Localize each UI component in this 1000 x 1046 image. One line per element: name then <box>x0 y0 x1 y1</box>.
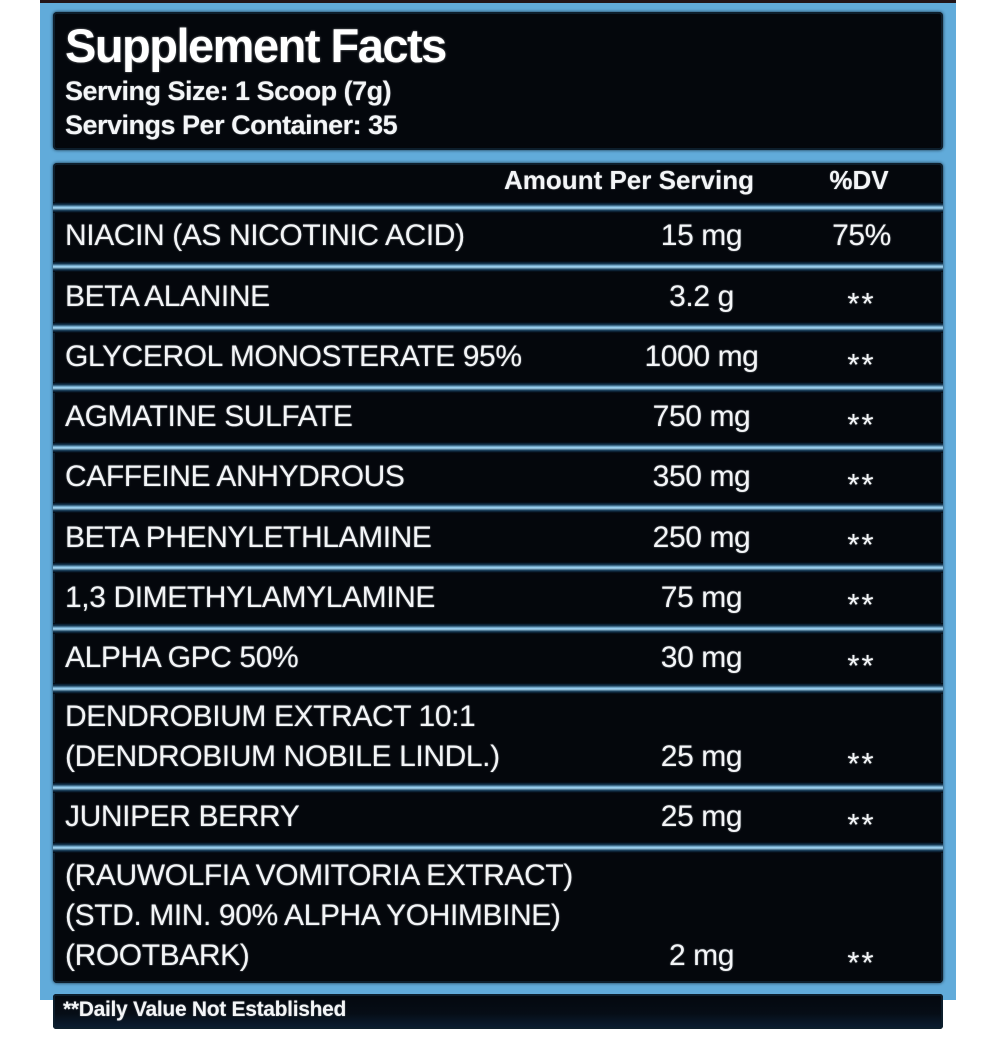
ingredient-name: (RAUWOLFIA VOMITORIA EXTRACT) (STD. MIN. … <box>65 858 573 972</box>
ingredient-rows: NIACIN (AS NICOTINIC ACID) 15 mg 75% BET… <box>53 202 943 980</box>
ingredient-dv: ** <box>847 406 876 442</box>
ingredient-amount: 75 mg <box>660 580 743 614</box>
row-separator <box>53 261 943 273</box>
ingredient-dv: ** <box>847 286 876 322</box>
ingredient-amount: 750 mg <box>652 400 751 434</box>
footnote-bar: **Daily Value Not Established <box>53 993 943 1029</box>
ingredient-dv: ** <box>847 527 876 563</box>
dv-column-header: %DV <box>829 165 889 196</box>
row-separator <box>53 321 943 333</box>
row-separator <box>53 202 943 214</box>
table-row: CAFFEINE ANHYDROUS 350 mg ** <box>53 453 943 502</box>
table-row: DENDROBIUM EXTRACT 10:1 (DENDROBIUM NOBIL… <box>53 694 943 782</box>
ingredient-amount: 30 mg <box>660 640 743 674</box>
ingredient-amount: 25 mg <box>660 799 743 833</box>
ingredient-name: 1,3 DIMETHYLAMYLAMINE <box>65 580 436 614</box>
table-row: NIACIN (AS NICOTINIC ACID) 15 mg 75% <box>53 213 943 261</box>
ingredients-table: Amount Per Serving %DV NIACIN (AS NICOTI… <box>53 163 943 983</box>
ingredient-dv: ** <box>847 346 876 382</box>
ingredient-name: JUNIPER BERRY <box>65 799 300 833</box>
ingredient-dv: ** <box>847 587 876 623</box>
ingredient-dv: ** <box>847 466 876 502</box>
row-separator <box>53 781 943 793</box>
table-row: ALPHA GPC 50% 30 mg ** <box>53 634 943 683</box>
table-row: BETA PHENYLETHLAMINE 250 mg ** <box>53 513 943 563</box>
ingredient-dv: ** <box>847 945 876 981</box>
header-divider <box>53 150 943 163</box>
amount-column-header: Amount Per Serving <box>504 165 754 196</box>
ingredient-amount: 3.2 g <box>669 279 734 313</box>
table-row: AGMATINE SULFATE 750 mg ** <box>53 393 943 442</box>
ingredient-amount: 350 mg <box>652 460 751 494</box>
row-separator <box>53 841 943 853</box>
page-title: Supplement Facts <box>65 19 447 72</box>
table-row: (RAUWOLFIA VOMITORIA EXTRACT) (STD. MIN. … <box>53 853 943 981</box>
supplement-facts-label: Supplement Facts Serving Size: 1 Scoop (… <box>40 0 956 1029</box>
table-row: GLYCEROL MONOSTERATE 95% 1000 mg ** <box>53 333 943 382</box>
ingredient-amount: 250 mg <box>652 520 751 554</box>
daily-value-footnote: **Daily Value Not Established <box>63 997 347 1021</box>
row-separator <box>53 562 943 574</box>
serving-size: Serving Size: 1 Scoop (7g) <box>65 76 392 107</box>
row-separator <box>53 502 943 514</box>
table-row: 1,3 DIMETHYLAMYLAMINE 75 mg ** <box>53 573 943 623</box>
bottom-frame-strip <box>53 1029 943 1046</box>
table-row: BETA ALANINE 3.2 g ** <box>53 272 943 322</box>
ingredient-name: BETA PHENYLETHLAMINE <box>65 520 432 554</box>
row-separator <box>53 441 943 453</box>
footer-divider <box>53 983 943 994</box>
ingredient-amount: 15 mg <box>660 219 743 253</box>
ingredient-name: GLYCEROL MONOSTERATE 95% <box>65 339 522 373</box>
ingredient-amount: 1000 mg <box>644 339 759 373</box>
row-separator <box>53 682 943 694</box>
ingredient-name: AGMATINE SULFATE <box>65 400 353 434</box>
servings-per-container: Servings Per Container: 35 <box>65 110 398 141</box>
ingredient-dv: ** <box>847 806 876 842</box>
label-header-panel: Supplement Facts Serving Size: 1 Scoop (… <box>53 12 943 151</box>
table-row: JUNIPER BERRY 25 mg ** <box>53 793 943 842</box>
ingredient-dv: 75% <box>832 219 891 253</box>
ingredient-amount: 25 mg <box>660 739 743 773</box>
ingredient-name: DENDROBIUM EXTRACT 10:1 (DENDROBIUM NOBIL… <box>65 699 500 773</box>
ingredient-dv: ** <box>847 647 876 683</box>
row-separator <box>53 381 943 393</box>
ingredient-name: ALPHA GPC 50% <box>65 640 299 674</box>
ingredient-amount: 2 mg <box>668 938 735 972</box>
column-header-row: Amount Per Serving %DV <box>53 163 943 202</box>
ingredient-dv: ** <box>847 746 876 782</box>
ingredient-name: NIACIN (AS NICOTINIC ACID) <box>65 219 465 253</box>
ingredient-name: CAFFEINE ANHYDROUS <box>65 460 405 494</box>
ingredient-name: BETA ALANINE <box>65 279 270 313</box>
row-separator <box>53 622 943 634</box>
